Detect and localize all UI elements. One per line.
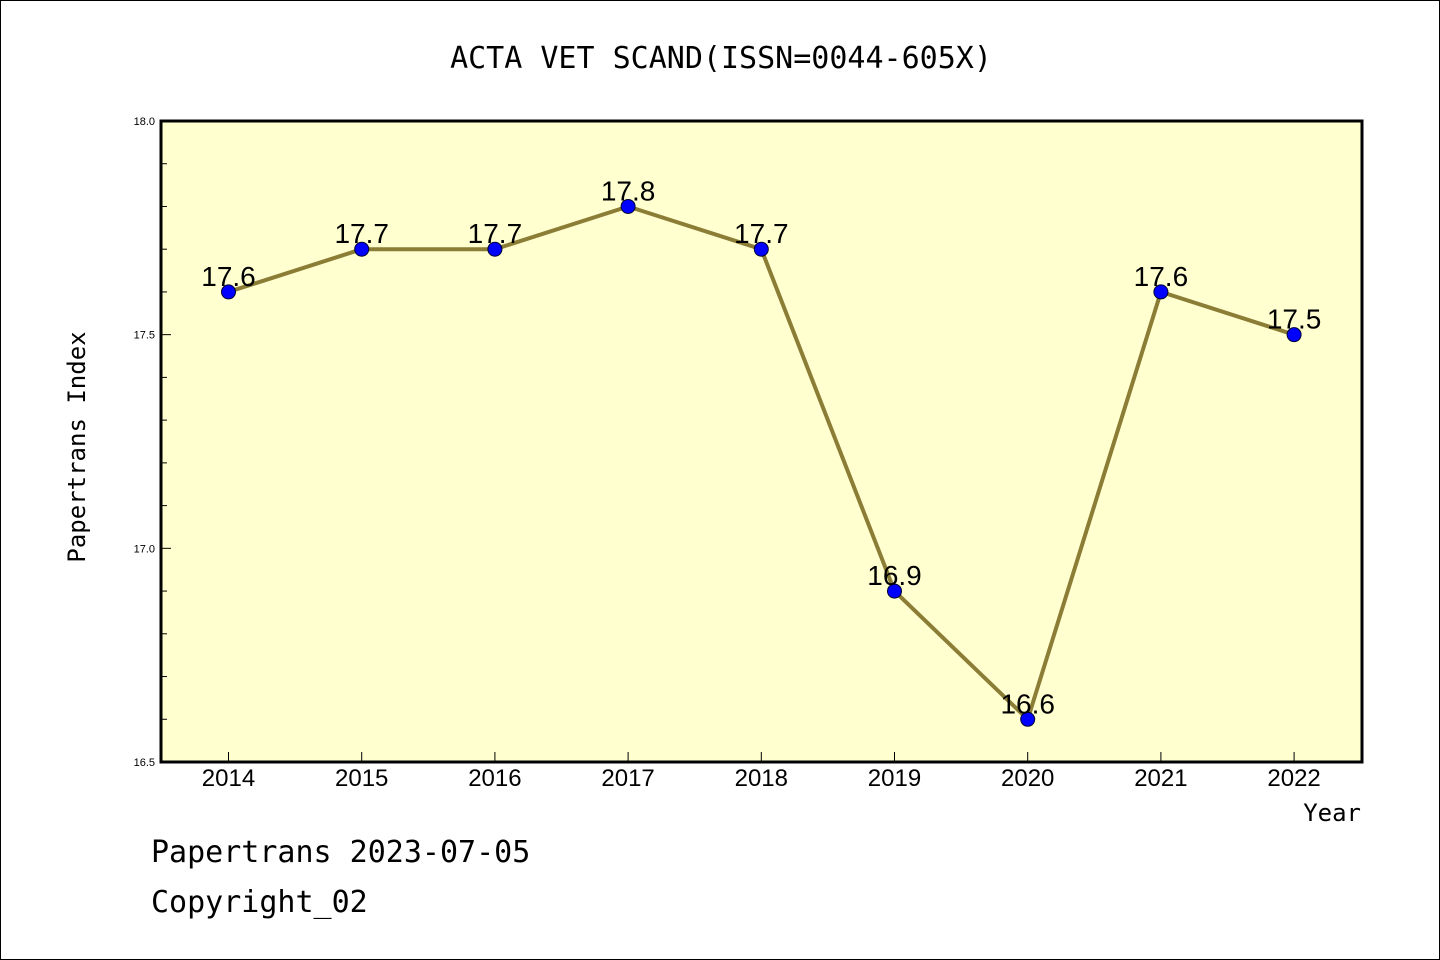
x-tick-label: 2017 [601, 765, 654, 792]
data-label: 16.9 [867, 560, 922, 591]
data-point [1286, 327, 1302, 343]
data-label: 17.7 [468, 218, 523, 249]
footer-copyright: Copyright_02 [151, 885, 368, 920]
y-tick-label: 17.5 [134, 330, 155, 342]
y-tick-label: 16.5 [134, 757, 155, 769]
footer-source: Papertrans 2023-07-05 [151, 835, 531, 870]
data-point [1153, 284, 1169, 300]
data-label: 17.7 [734, 218, 789, 249]
chart-title: ACTA VET SCAND(ISSN=0044-605X) [450, 41, 992, 76]
y-tick-label: 17.0 [134, 543, 155, 555]
data-point [1020, 711, 1036, 727]
data-label: 17.6 [201, 261, 256, 292]
x-tick-label: 2016 [468, 765, 521, 792]
data-point [887, 583, 902, 599]
markers-group [221, 198, 1302, 727]
data-label: 16.6 [1000, 688, 1055, 719]
data-label: 17.7 [334, 218, 389, 249]
y-tick-label: 18.0 [134, 116, 155, 128]
y-axis-label: Papertrans Index [63, 331, 91, 562]
x-axis: 2014 2015 2016 2017 2018 2019 2020 2021 2022 [202, 752, 1321, 792]
x-tick-label: 2022 [1267, 765, 1320, 792]
data-labels-group: 17.6 17.7 17.7 17.8 17.7 16.9 16.6 17.6 17.5 [201, 175, 1321, 719]
x-tick-label: 2018 [735, 765, 788, 792]
data-label: 17.5 [1267, 304, 1322, 335]
data-point [620, 198, 636, 214]
data-point [221, 284, 236, 300]
x-tick-label: 2019 [868, 765, 921, 792]
x-tick-label: 2014 [202, 765, 255, 792]
data-point [487, 241, 503, 257]
x-tick-label: 2020 [1001, 765, 1054, 792]
data-label: 17.6 [1134, 261, 1189, 292]
x-axis-label: Year [1303, 799, 1361, 827]
plot-area [159, 119, 1364, 764]
x-tick-label: 2015 [335, 765, 388, 792]
data-point [354, 241, 370, 257]
data-point [753, 241, 769, 257]
y-axis: 16.5 17.0 17.5 18.0 [134, 116, 171, 769]
x-tick-label: 2021 [1134, 765, 1187, 792]
data-label: 17.8 [601, 175, 656, 206]
